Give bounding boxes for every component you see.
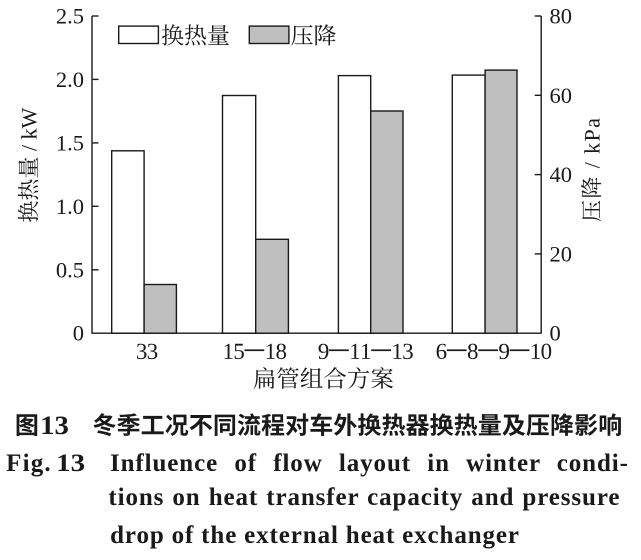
svg-text:0.5: 0.5 (56, 257, 84, 282)
svg-text:1.5: 1.5 (56, 130, 84, 155)
svg-text:80: 80 (550, 4, 573, 29)
svg-text:tions on heat transfer capacit: tions on heat transfer capacity and pres… (108, 484, 620, 511)
svg-text:40: 40 (550, 162, 573, 187)
svg-text:60: 60 (550, 83, 573, 108)
svg-text:13: 13 (40, 411, 69, 440)
svg-text:1.0: 1.0 (56, 194, 84, 219)
svg-text:Fig.: Fig. (6, 450, 52, 477)
svg-text:13: 13 (56, 448, 85, 477)
svg-text:2.5: 2.5 (56, 4, 84, 29)
svg-text:2.0: 2.0 (56, 67, 84, 92)
svg-text:Influence of flow layout in wi: Influence of flow layout in winter condi… (110, 450, 629, 477)
svg-text:drop of the external heat exch: drop of the external heat exchanger (110, 522, 520, 549)
svg-text:20: 20 (550, 241, 573, 266)
svg-text:0: 0 (73, 321, 84, 346)
svg-text:0: 0 (550, 321, 561, 346)
